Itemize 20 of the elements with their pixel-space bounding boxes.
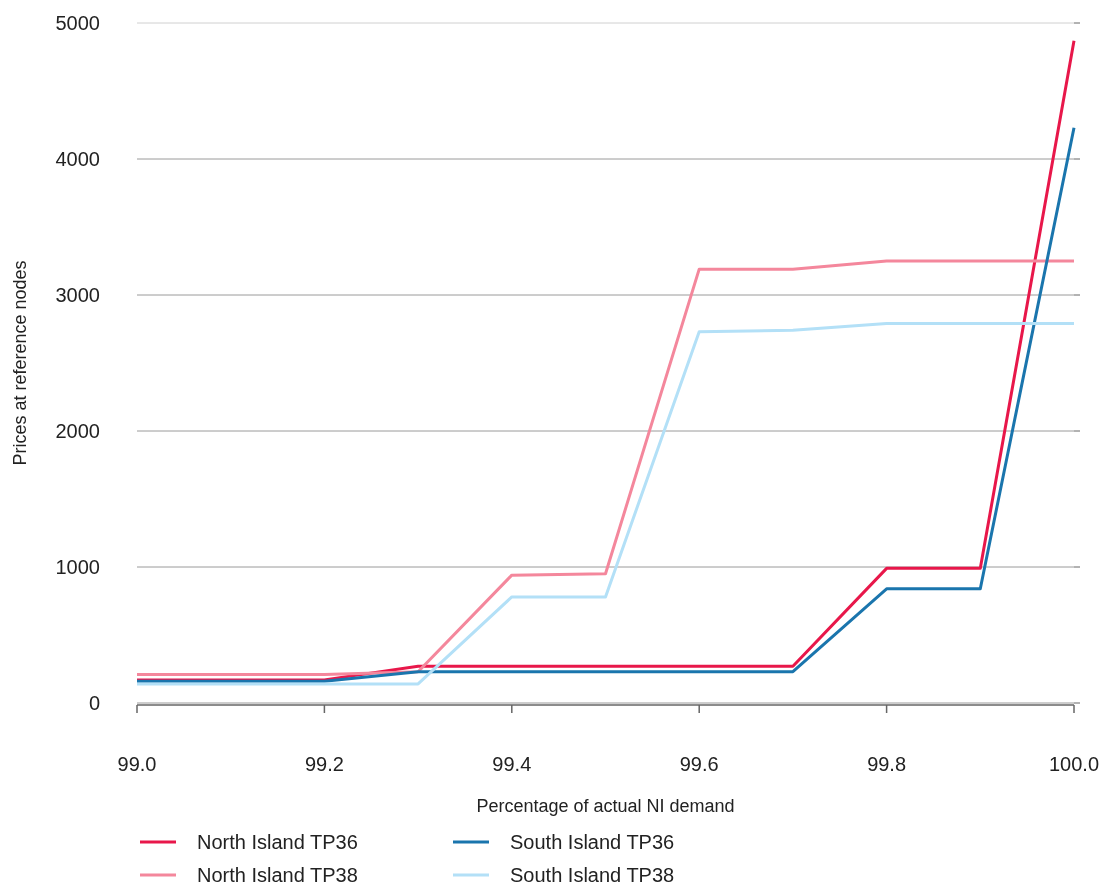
legend-label: North Island TP36 xyxy=(197,831,358,853)
x-tick-label: 99.6 xyxy=(679,753,719,775)
legend-label: North Island TP38 xyxy=(197,864,358,886)
x-tick-label: 99.8 xyxy=(867,753,907,775)
y-tick-label: 5000 xyxy=(55,12,100,34)
y-axis-title: Prices at reference nodes xyxy=(10,260,30,466)
x-tick-label: 100.0 xyxy=(1048,753,1100,775)
y-tick-label: 0 xyxy=(88,692,100,714)
y-tick-label: 1000 xyxy=(55,556,100,578)
legend-label: South Island TP38 xyxy=(510,864,675,886)
y-tick-label: 2000 xyxy=(55,420,100,442)
y-tick-label: 3000 xyxy=(55,284,100,306)
x-tick-label: 99.2 xyxy=(304,753,344,775)
line-series xyxy=(135,322,1076,686)
legend-label: South Island TP36 xyxy=(510,831,675,853)
x-tick-label: 99.4 xyxy=(492,753,532,775)
y-tick-label: 4000 xyxy=(55,148,100,170)
x-axis-title: Percentage of actual NI demand xyxy=(476,796,735,816)
x-tick-label: 99.0 xyxy=(117,753,157,775)
line-series xyxy=(135,259,1076,676)
